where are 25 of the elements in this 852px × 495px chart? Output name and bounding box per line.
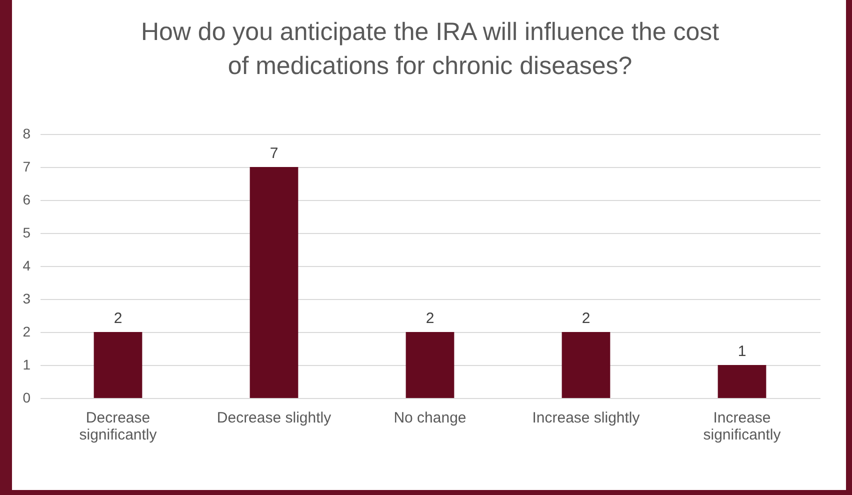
y-tick-label: 8: [22, 126, 31, 142]
bar: [562, 332, 610, 398]
bar: [250, 167, 298, 398]
x-tick-label: Increase slightly: [532, 410, 640, 426]
data-label: 2: [426, 310, 434, 327]
y-tick-label: 5: [22, 224, 31, 240]
y-tick-label: 4: [22, 258, 31, 274]
x-tick-label: Increase significantly: [703, 410, 782, 444]
data-label: 7: [270, 145, 278, 162]
x-tick-label: No change: [394, 410, 466, 426]
y-tick-label: 6: [22, 192, 31, 208]
data-label: 2: [582, 310, 590, 327]
y-tick-label: 0: [22, 390, 31, 406]
x-tick-label: Decrease slightly: [216, 410, 332, 426]
y-tick-label: 7: [22, 158, 31, 174]
bar: [94, 332, 142, 398]
data-label: 2: [114, 310, 122, 327]
y-tick-label: 1: [22, 356, 31, 372]
bar: [406, 332, 454, 398]
x-tick-label: Decrease significantly: [79, 410, 158, 444]
y-tick-label: 2: [22, 324, 31, 340]
bar: [718, 365, 766, 398]
data-label: 1: [738, 343, 746, 360]
chart-title: How do you anticipate the IRA will influence the cost of medications for chronic diseases?: [140, 18, 720, 80]
y-tick-label: 3: [22, 290, 31, 306]
